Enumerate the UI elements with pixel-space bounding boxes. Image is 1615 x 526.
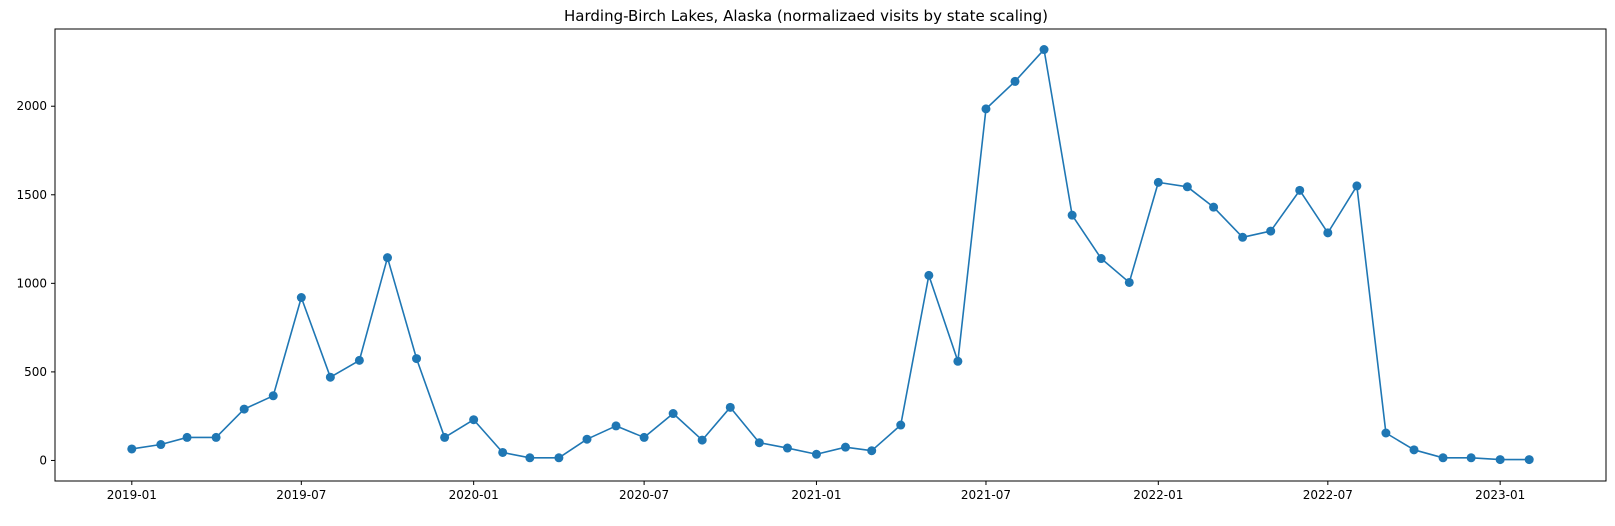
data-point <box>525 453 535 463</box>
data-point <box>1010 76 1020 86</box>
x-tick-label: 2021-01 <box>791 488 841 502</box>
data-point <box>867 446 877 456</box>
data-point <box>382 253 392 263</box>
data-point <box>1466 453 1476 463</box>
data-point <box>469 415 479 425</box>
data-point <box>611 421 621 431</box>
data-point <box>412 354 422 364</box>
data-point <box>554 453 564 463</box>
data-point <box>1381 428 1391 438</box>
data-point <box>668 409 678 419</box>
data-point <box>498 447 508 457</box>
data-point <box>127 444 137 454</box>
x-tick-label: 2022-07 <box>1303 488 1353 502</box>
data-point <box>296 293 306 303</box>
x-axis: 2019-01 2019-07 2020-01 2020-07 2021-01 2021-… <box>107 481 1525 502</box>
data-point <box>840 442 850 452</box>
data-point <box>1495 455 1505 465</box>
y-tick-label: 500 <box>24 365 47 379</box>
y-tick-label: 1000 <box>16 276 47 290</box>
y-axis: 0 500 1000 1500 2000 <box>16 99 55 467</box>
data-point <box>811 449 821 459</box>
data-point <box>1352 181 1362 191</box>
data-point <box>1409 445 1419 455</box>
data-point <box>582 434 592 444</box>
data-point <box>1295 185 1305 195</box>
x-tick-label: 2019-07 <box>276 488 326 502</box>
data-point <box>1323 228 1333 238</box>
x-tick-label: 2022-01 <box>1133 488 1183 502</box>
x-tick-label: 2020-01 <box>449 488 499 502</box>
data-point <box>1124 277 1134 287</box>
data-point <box>211 432 221 442</box>
data-point <box>1067 210 1077 220</box>
data-point <box>325 372 335 382</box>
data-point <box>239 404 249 414</box>
data-point <box>754 438 764 448</box>
data-point <box>953 356 963 366</box>
chart-title: Harding-Birch Lakes, Alaska (normalizaed… <box>564 7 1048 25</box>
x-tick-label: 2020-07 <box>619 488 669 502</box>
data-point <box>639 432 649 442</box>
data-point <box>1182 182 1192 192</box>
data-point <box>440 432 450 442</box>
x-tick-label: 2019-01 <box>107 488 157 502</box>
y-tick-label: 1500 <box>16 188 47 202</box>
plot-frame <box>54 28 1607 482</box>
data-point <box>1524 455 1534 465</box>
data-point <box>896 420 906 430</box>
series-line <box>131 48 1530 461</box>
data-point <box>725 402 735 412</box>
data-point <box>1438 453 1448 463</box>
data-point <box>697 435 707 445</box>
data-point <box>1096 254 1106 264</box>
data-point <box>1209 202 1219 212</box>
data-point <box>1238 232 1248 242</box>
data-point <box>1266 226 1276 236</box>
data-point <box>354 355 364 365</box>
x-tick-label: 2021-07 <box>961 488 1011 502</box>
data-point <box>981 104 991 114</box>
data-point <box>1153 177 1163 187</box>
data-point <box>268 391 278 401</box>
data-point <box>182 432 192 442</box>
data-point <box>156 440 166 450</box>
y-tick-label: 2000 <box>16 99 47 113</box>
data-point <box>924 270 934 280</box>
data-point <box>782 443 792 453</box>
series-group <box>127 45 1534 465</box>
x-tick-label: 2023-01 <box>1475 488 1525 502</box>
data-point <box>1039 45 1049 55</box>
y-tick-label: 0 <box>39 453 47 467</box>
